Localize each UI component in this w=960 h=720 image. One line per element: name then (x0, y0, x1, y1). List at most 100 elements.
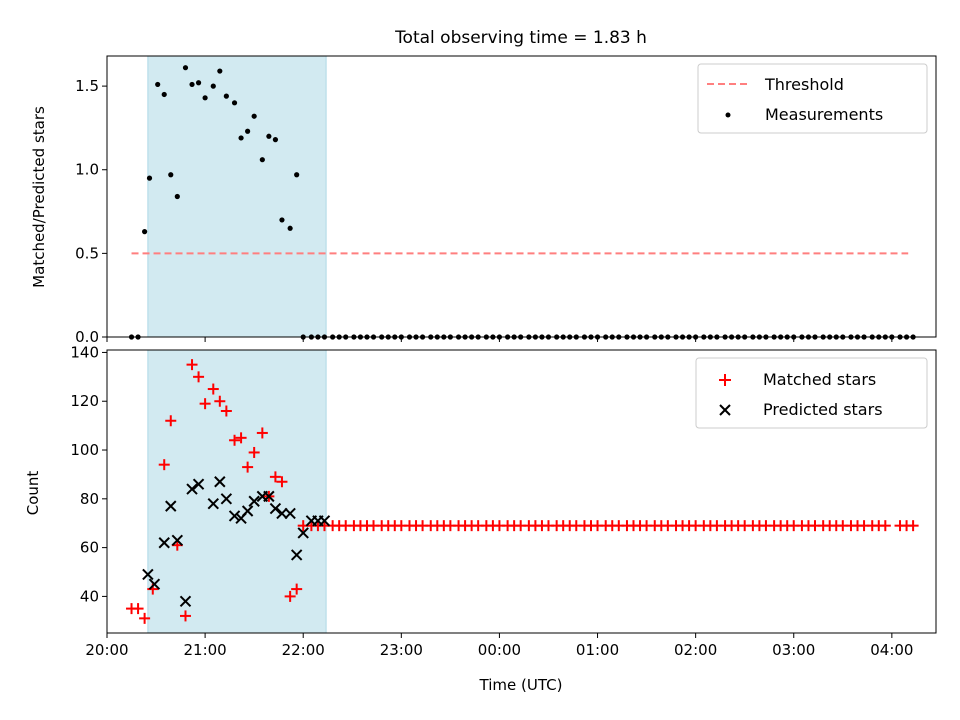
measurement-point (272, 137, 279, 143)
y-tick-label: 100 (70, 441, 99, 459)
matched-star-point (220, 405, 232, 417)
y-tick-label: 120 (70, 392, 99, 410)
predicted-star-diag-b (318, 515, 331, 527)
top-x-ticks (106, 337, 893, 342)
predicted-star-point (158, 537, 170, 549)
bottom-axes-frame (106, 349, 937, 634)
predicted-star-diag-b (165, 500, 177, 512)
x-tick-label: 04:00 (870, 641, 913, 659)
predicted-star-diag-b (186, 483, 198, 495)
matched-star-point (214, 395, 226, 407)
top-axes-frame (106, 55, 937, 338)
predicted-star-point (207, 497, 219, 510)
predicted-star-point (148, 578, 161, 590)
bottom-y-axis-label: Count (24, 471, 42, 516)
y-tick-label: 1.5 (75, 77, 99, 95)
measurement-point (266, 133, 272, 139)
highlight-span-rect (147, 55, 327, 338)
matched-star-point (165, 415, 177, 427)
y-tick-label: 0.5 (75, 244, 99, 262)
legend-measurements-label: Measurements (765, 105, 883, 124)
x-tick-label: 03:00 (772, 641, 815, 659)
matched-star-point (193, 371, 205, 383)
y-tick-label: 60 (80, 539, 99, 557)
matched-star-point (199, 398, 211, 410)
predicted-star-point (228, 510, 241, 522)
top-highlight-span (147, 55, 327, 338)
measurement-point (146, 175, 153, 181)
x-tick-label: 23:00 (380, 641, 423, 659)
top-y-axis: 0.0 0.5 1.0 1.5 (75, 77, 107, 346)
chart-title: Total observing time = 1.83 h (394, 28, 647, 48)
legend-predicted-label: Predicted stars (763, 400, 883, 419)
predicted-star-point (318, 515, 331, 527)
predicted-star-diag-b (142, 568, 154, 581)
measurement-point (189, 81, 195, 88)
predicted-star-diag-b (248, 495, 260, 507)
matched-star-point (186, 359, 198, 371)
legend-matched-label: Matched stars (763, 370, 876, 389)
predicted-star-diag-b (263, 490, 275, 503)
y-tick-label: 40 (80, 587, 99, 605)
matched-star-point (291, 583, 303, 595)
matched-star-point (269, 471, 281, 483)
top-y-axis-label: Matched/Predicted stars (30, 106, 48, 288)
bottom-panel: 40 60 80 100 120 140 20:00 21:00 22:00 23:00 00:0… (24, 343, 937, 694)
predicted-star-diag-b (241, 505, 254, 517)
predicted-star-diag-b (284, 507, 296, 520)
measurement-point (202, 95, 208, 101)
top-series-layer (128, 65, 916, 340)
x-tick-label: 01:00 (576, 641, 619, 659)
matched-star-point (139, 612, 151, 624)
bottom-x-axis: 20:00 21:00 22:00 23:00 00:00 01:00 02:00 03:00… (85, 633, 913, 659)
bottom-legend-box (695, 357, 928, 429)
x-tick-label: 22:00 (282, 641, 325, 659)
matched-star-point (179, 610, 191, 622)
measurement-point (174, 193, 180, 200)
y-tick-label: 140 (70, 343, 99, 361)
matched-star-point (276, 476, 288, 488)
predicted-star-point (297, 527, 309, 539)
predicted-star-point (192, 478, 205, 490)
x-axis-label: Time (UTC) (479, 676, 563, 694)
predicted-star-diag-b (171, 534, 184, 547)
predicted-star-point (214, 476, 226, 488)
matched-star-point (229, 434, 241, 446)
measurement-point (231, 100, 238, 106)
measurement-point (168, 172, 174, 178)
matched-star-point (242, 461, 254, 473)
predicted-star-diag-b (179, 595, 192, 607)
bottom-highlight-span (147, 349, 327, 634)
predicted-star-point (269, 502, 282, 515)
measurement-point (251, 113, 257, 119)
legend-predicted-swatch (719, 404, 731, 416)
measurement-point (161, 91, 167, 98)
matched-star-point (158, 459, 170, 471)
matched-star-point (235, 432, 247, 444)
top-legend-box (697, 63, 928, 134)
y-tick-label: 80 (80, 490, 99, 508)
predicted-star-point (241, 505, 254, 517)
measurement-point (223, 93, 229, 99)
measurement-point (245, 128, 251, 134)
legend-matched-swatch (719, 374, 731, 386)
predicted-star-point (142, 568, 154, 581)
measurement-point (195, 80, 202, 86)
matched-star-point (879, 520, 891, 532)
x-tick-label: 02:00 (674, 641, 717, 659)
measurement-point (182, 65, 189, 71)
predicted-star-point (165, 500, 177, 512)
predicted-star-diag-b (290, 549, 303, 561)
predicted-star-diag-b (148, 578, 161, 590)
top-panel: 0.0 0.5 1.0 1.5 Matched/Predicted stars Thr… (30, 55, 937, 346)
predicted-star-diag-b (269, 502, 282, 515)
y-tick-label: 1.0 (75, 161, 99, 179)
measurement-point (279, 217, 285, 223)
predicted-star-point (284, 507, 296, 520)
measurement-point (217, 68, 223, 74)
top-legend: Threshold Measurements (697, 63, 928, 134)
bottom-series-layer (126, 359, 919, 624)
predicted-star-diag-b (207, 497, 219, 510)
predicted-star-point (220, 493, 233, 505)
